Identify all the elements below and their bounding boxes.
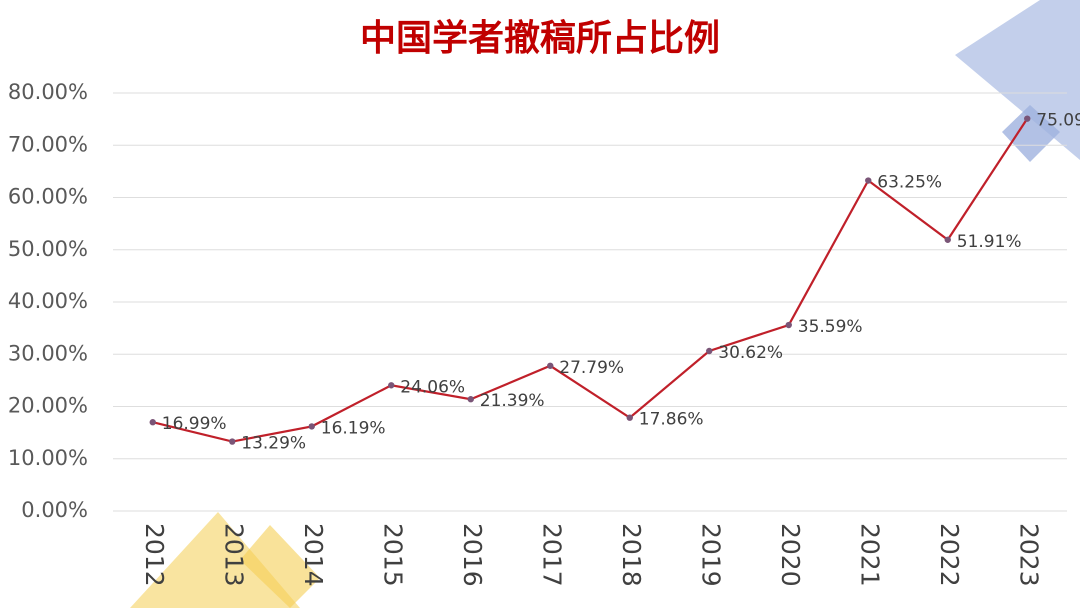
line [152, 118, 1029, 443]
x-tick-label: 2022 [935, 523, 964, 587]
data-label: 27.79% [559, 358, 624, 378]
point [944, 236, 951, 243]
x-tick-label: 2023 [1014, 523, 1043, 587]
y-tick-label: 40.00% [8, 289, 88, 313]
point [467, 396, 474, 403]
y-tick-label: 10.00% [8, 446, 88, 470]
x-tick-label: 2019 [696, 523, 725, 587]
data-label: 21.39% [480, 391, 545, 411]
point [547, 362, 554, 369]
y-tick-label: 80.00% [8, 80, 88, 104]
point [388, 382, 395, 389]
y-tick-label: 0.00% [21, 498, 88, 522]
data-label: 51.91% [957, 232, 1022, 252]
decoration [130, 0, 1080, 608]
x-tick-label: 2012 [140, 523, 169, 587]
chart-title: 中国学者撤稿所占比例 [360, 17, 720, 59]
point [626, 414, 633, 421]
x-tick-label: 2020 [776, 523, 805, 587]
data-label: 30.62% [718, 343, 783, 363]
data-label: 24.06% [400, 377, 465, 397]
x-tick-label: 2013 [219, 523, 248, 587]
x-tick-label: 2015 [378, 523, 407, 587]
y-tick-label: 50.00% [8, 237, 88, 261]
point [706, 347, 713, 355]
x-tick-label: 2017 [537, 523, 566, 587]
data-label: 13.29% [241, 434, 306, 454]
x-tick-label: 2016 [458, 523, 487, 587]
data-label: 16.19% [321, 418, 386, 438]
data-label: 63.25% [877, 173, 942, 193]
point [785, 321, 792, 329]
data-label: 75.09% [1036, 111, 1080, 131]
x-tick-label: 2018 [617, 523, 646, 587]
data-label: 16.99% [162, 414, 227, 434]
point [229, 438, 236, 445]
x-tick-label: 2014 [299, 523, 328, 587]
data-label: 35.59% [798, 317, 863, 337]
point [149, 419, 156, 426]
y-tick-label: 20.00% [8, 394, 88, 418]
point [308, 423, 315, 430]
data-label: 17.86% [639, 410, 704, 430]
y-tick-label: 60.00% [8, 185, 88, 209]
point [865, 177, 872, 184]
x-tick-label: 2021 [855, 523, 884, 587]
point [1024, 115, 1031, 122]
y-tick-label: 70.00% [8, 132, 88, 156]
y-tick-label: 30.00% [8, 341, 88, 365]
